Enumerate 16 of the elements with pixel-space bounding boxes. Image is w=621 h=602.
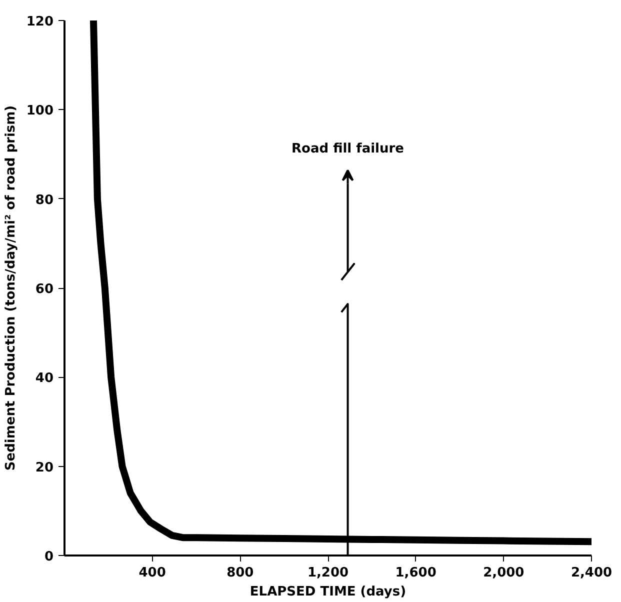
x-tick-label: 800 xyxy=(226,566,254,580)
y-tick-label: 60 xyxy=(35,282,54,297)
y-tick-label: 80 xyxy=(35,192,54,208)
x-axis-title: ELAPSED TIME (days) xyxy=(250,584,406,600)
x-tick-label: 1,200 xyxy=(307,566,349,580)
y-tick-label: 40 xyxy=(35,371,54,386)
ref-line-label: Road fill failure xyxy=(292,141,404,156)
x-tick-label: 2,000 xyxy=(483,566,524,580)
y-tick-label: 100 xyxy=(26,104,54,119)
x-tick-label: 1,600 xyxy=(395,566,436,580)
y-tick-label: 120 xyxy=(26,14,54,30)
x-tick-label: 2,400 xyxy=(570,566,612,580)
y-tick-label: 0 xyxy=(44,550,54,564)
y-tick-label: 20 xyxy=(35,460,54,476)
x-tick-label: 400 xyxy=(138,566,166,580)
y-axis-title: Sediment Production (tons/day/mi² of road prism) xyxy=(3,105,18,471)
